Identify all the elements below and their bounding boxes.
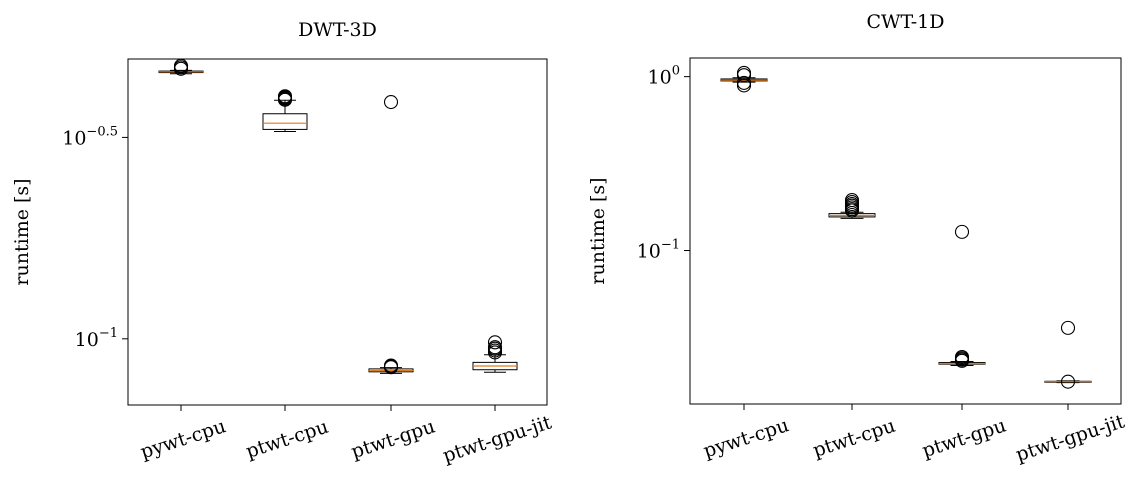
chart-title: CWT-1D [866,11,944,33]
x-tick-label: ptwt-cpu [243,416,331,463]
outlier-point [954,349,970,365]
chart-panel-2: CWT-1D runtime [s] 100 10−1 pywt-cpu ptwt-cpu… [587,11,1127,466]
box-ptwt-cpu [828,193,876,219]
box-iqr [262,113,308,130]
outlier-point [1060,374,1076,389]
outlier-point [736,65,752,81]
y-axis-label: runtime [s] [11,178,33,285]
box-pywt-cpu [158,58,204,76]
x-tick-label: ptwt-gpu [920,414,1009,462]
outlier-point [954,224,970,239]
box-ptwt-gpu [938,224,986,368]
chart-panel-1: DWT-3D runtime [s] 10−0.5 10−1 pywt-cpu ptwt-… [11,19,554,467]
outlier-point [383,95,399,110]
outlier-point [844,193,860,208]
box-pywt-cpu [720,65,768,93]
outlier-point [487,340,503,355]
outlier-point [1060,320,1076,335]
y-tick-label: 100 [648,64,680,89]
x-tick-label: pywt-cpu [701,414,792,462]
y-tick-label: 10−0.5 [62,124,118,149]
x-tick-label: ptwt-gpu-jit [1013,410,1127,466]
x-tick-label: ptwt-gpu [349,415,438,463]
box-ptwt-cpu [262,89,308,133]
plot-frame [689,57,1122,405]
outlier-point [383,358,399,373]
box-ptwt-gpu [368,95,414,375]
x-tick-label: ptwt-gpu-jit [440,411,554,467]
box-ptwt-gpu-jit [1044,320,1092,389]
outlier-point [487,335,503,350]
x-tick-label: pywt-cpu [138,415,229,463]
y-tick-label: 10−1 [637,238,680,263]
y-axis-label: runtime [s] [587,177,609,284]
y-tick-label: 10−1 [75,326,118,351]
outlier-point [736,75,752,90]
chart-title: DWT-3D [298,19,377,41]
x-tick-label: ptwt-cpu [810,415,898,462]
plot-frame [127,58,548,406]
box-ptwt-gpu-jit [472,335,518,373]
outlier-point [277,89,293,104]
